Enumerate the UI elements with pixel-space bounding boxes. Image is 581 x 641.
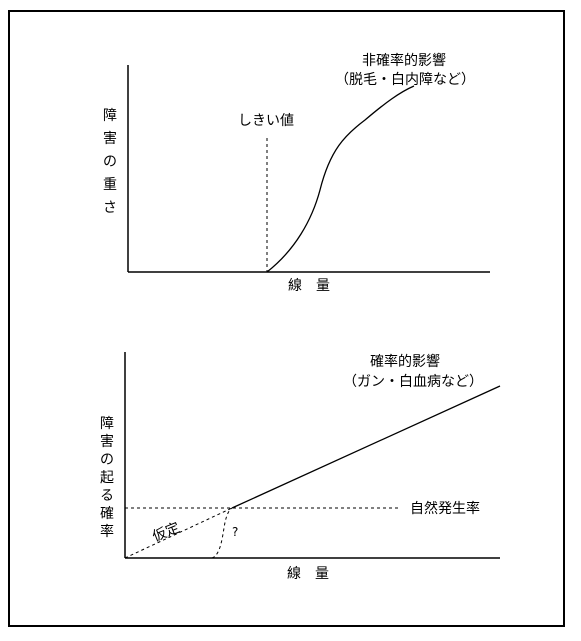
uncertain-dashed-curve [211, 507, 233, 559]
top-chart: しきい値 非確率的影響 （脱毛・白内障など） 障 害 の 重 さ 線 量 [103, 52, 490, 294]
deterministic-effect-examples: （脱毛・白内障など） [335, 72, 475, 88]
top-y-char-4: さ [103, 200, 117, 216]
figure-frame [8, 10, 565, 627]
hypothesis-label: 仮定 [150, 520, 182, 545]
bottom-y-char-3: 起 [100, 470, 114, 486]
top-y-axis-label: 障 害 の 重 さ [103, 108, 117, 216]
top-y-char-1: 害 [103, 131, 117, 147]
deterministic-effect-curve [266, 85, 415, 273]
bottom-y-axis-label: 障 害 の 起 る 確 率 [100, 416, 114, 540]
bottom-y-char-4: る [100, 488, 114, 504]
deterministic-effect-title: 非確率的影響 [362, 52, 446, 69]
stochastic-effect-line [231, 385, 501, 509]
bottom-y-char-2: の [100, 452, 114, 468]
bottom-y-char-0: 障 [100, 416, 114, 432]
natural-rate-label: 自然発生率 [410, 500, 480, 517]
bottom-x-axis-label: 線 量 [287, 566, 329, 582]
bottom-y-char-6: 率 [100, 523, 114, 540]
bottom-chart: 自然発生率 仮定 ? 確率的影響 （ガン・白血病など） 障 害 の 起 る 確 … [100, 352, 501, 582]
hypothesis-dashed-line [124, 507, 233, 559]
question-mark: ? [232, 525, 238, 539]
bottom-y-char-5: 確 [100, 506, 114, 522]
stochastic-effect-examples: （ガン・白血病など） [343, 374, 483, 390]
top-y-char-3: 重 [103, 177, 117, 193]
top-y-char-0: 障 [103, 108, 117, 124]
top-x-axis-label: 線 量 [288, 278, 330, 294]
top-y-char-2: の [103, 154, 117, 170]
stochastic-effect-title: 確率的影響 [370, 353, 440, 370]
bottom-y-char-1: 害 [100, 434, 114, 450]
threshold-label: しきい値 [238, 113, 294, 129]
